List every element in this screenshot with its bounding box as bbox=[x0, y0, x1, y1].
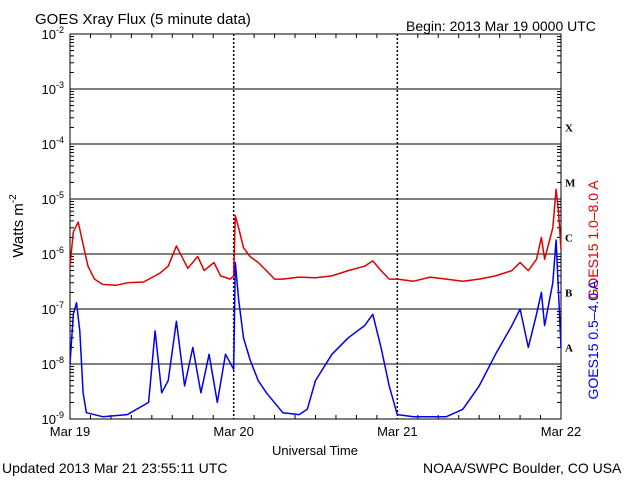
y-tick-exponent: -3 bbox=[56, 80, 64, 90]
series-layer bbox=[69, 188, 562, 418]
chart-title: GOES Xray Flux (5 minute data) bbox=[35, 11, 251, 28]
flare-class-x: X bbox=[565, 122, 573, 134]
y-tick-label: 10-9 bbox=[42, 410, 64, 427]
y-tick-exponent: -9 bbox=[56, 410, 64, 420]
legend-series-long: GOES15 1.0–8.0 A bbox=[585, 180, 601, 300]
flare-class-c: C bbox=[565, 232, 573, 244]
legend-series-short: GOES15 0.5–4.0 A bbox=[585, 280, 601, 400]
y-tick-label: 10-6 bbox=[42, 245, 64, 262]
flare-class-a: A bbox=[565, 342, 573, 354]
y-tick-label: 10-7 bbox=[42, 300, 64, 317]
y-tick-exponent: -4 bbox=[56, 135, 64, 145]
y-tick-exponent: -6 bbox=[56, 245, 64, 255]
y-tick-base: 10 bbox=[42, 82, 56, 97]
x-tick-label: Mar 21 bbox=[377, 424, 417, 439]
y-tick-exponent: -2 bbox=[56, 25, 64, 35]
y-tick-base: 10 bbox=[42, 137, 56, 152]
y-tick-base: 10 bbox=[42, 192, 56, 207]
x-axis: Mar 19 Mar 20 Mar 21 Mar 22 bbox=[50, 34, 581, 439]
y-axis: 10-210-310-410-510-610-710-810-9 bbox=[42, 25, 561, 427]
y-tick-label: 10-4 bbox=[42, 135, 64, 152]
y-tick-base: 10 bbox=[42, 357, 56, 372]
y-tick-exponent: -7 bbox=[56, 300, 64, 310]
y-tick-base: 10 bbox=[42, 27, 56, 42]
flare-class-m: M bbox=[565, 177, 576, 189]
series-line-0 bbox=[69, 188, 562, 287]
y-axis-label: Watts m-2 bbox=[8, 194, 27, 258]
y-tick-base: 10 bbox=[42, 302, 56, 317]
y-tick-label: 10-2 bbox=[42, 25, 64, 42]
y-tick-label: 10-3 bbox=[42, 80, 64, 97]
y-tick-label: 10-8 bbox=[42, 355, 64, 372]
x-axis-label: Universal Time bbox=[272, 443, 358, 458]
grid-lines bbox=[70, 34, 561, 419]
y-tick-label: 10-5 bbox=[42, 190, 64, 207]
plot-area bbox=[69, 33, 562, 420]
x-tick-label: Mar 22 bbox=[541, 424, 581, 439]
y-tick-exponent: -5 bbox=[56, 190, 64, 200]
y-axis-label-exponent: -2 bbox=[8, 194, 19, 203]
plot-border bbox=[69, 33, 562, 420]
y-tick-base: 10 bbox=[42, 412, 56, 427]
x-tick-label: Mar 20 bbox=[213, 424, 253, 439]
y-tick-base: 10 bbox=[42, 247, 56, 262]
y-tick-exponent: -8 bbox=[56, 355, 64, 365]
y-axis-label-text: Watts m bbox=[10, 203, 27, 257]
begin-label: Begin: 2013 Mar 19 0000 UTC bbox=[406, 18, 596, 34]
series-line-1 bbox=[69, 239, 562, 418]
flare-class-labels: X M C B A bbox=[565, 122, 576, 354]
flare-class-b: B bbox=[565, 287, 573, 299]
credit-label: NOAA/SWPC Boulder, CO USA bbox=[423, 460, 622, 476]
x-tick-label: Mar 19 bbox=[50, 424, 90, 439]
svg-text:Watts m-2: Watts m-2 bbox=[8, 194, 27, 258]
updated-timestamp: Updated 2013 Mar 21 23:55:11 UTC bbox=[2, 460, 227, 476]
